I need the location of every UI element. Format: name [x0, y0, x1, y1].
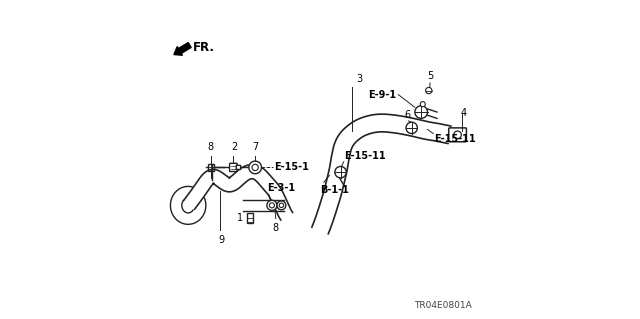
Text: 8: 8 [273, 223, 279, 233]
Polygon shape [183, 165, 292, 220]
Text: E-3-1: E-3-1 [267, 183, 295, 193]
Text: 5: 5 [427, 71, 433, 81]
FancyBboxPatch shape [449, 128, 467, 142]
Text: 1: 1 [237, 213, 243, 223]
Text: 2: 2 [231, 142, 237, 152]
Bar [208, 164, 214, 171]
Text: E-15-11: E-15-11 [434, 134, 476, 144]
Text: B-1-1: B-1-1 [320, 185, 349, 195]
Text: 4: 4 [461, 108, 467, 118]
Circle shape [267, 200, 277, 211]
Text: 6: 6 [404, 110, 410, 120]
Text: E-15-1: E-15-1 [274, 162, 309, 172]
Polygon shape [312, 114, 451, 234]
Text: FR.: FR. [193, 41, 214, 54]
Circle shape [406, 122, 417, 134]
FancyBboxPatch shape [236, 165, 241, 169]
FancyArrow shape [174, 43, 191, 55]
Polygon shape [183, 165, 292, 220]
Text: E-15-11: E-15-11 [344, 151, 385, 161]
Polygon shape [170, 186, 206, 224]
Text: E-9-1: E-9-1 [369, 90, 397, 100]
Circle shape [335, 167, 346, 178]
Circle shape [415, 106, 428, 118]
Circle shape [249, 161, 262, 174]
Circle shape [277, 201, 286, 210]
Bar [246, 213, 253, 223]
Text: 8: 8 [208, 142, 214, 152]
Text: 7: 7 [252, 142, 259, 152]
Text: 3: 3 [356, 74, 363, 84]
Text: TR04E0801A: TR04E0801A [414, 301, 472, 310]
FancyBboxPatch shape [230, 163, 237, 172]
Circle shape [420, 102, 426, 107]
Circle shape [426, 87, 432, 94]
Text: 9: 9 [218, 235, 225, 245]
